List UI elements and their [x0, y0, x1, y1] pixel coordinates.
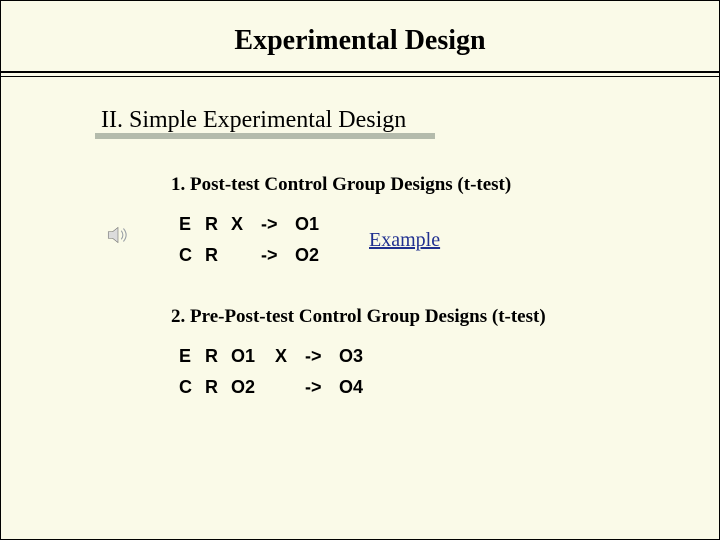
item-1: 1. Post-test Control Group Designs (t-te… — [171, 174, 679, 266]
notation-row: E R X -> O1 — [179, 214, 339, 235]
section-heading: II. Simple Experimental Design — [101, 107, 679, 134]
arrow-icon: -> — [261, 214, 295, 235]
tok-out: O2 — [295, 245, 339, 266]
arrow-icon: -> — [305, 346, 339, 367]
arrow-icon: -> — [305, 377, 339, 398]
tok-r: R — [205, 214, 231, 235]
notation-row: C R O2 -> O4 — [179, 377, 383, 398]
title-underline — [1, 71, 719, 77]
tok-r: R — [205, 346, 231, 367]
tok-group: E — [179, 346, 205, 367]
tok-group: E — [179, 214, 205, 235]
tok-group: C — [179, 377, 205, 398]
tok-x: X — [231, 214, 261, 235]
tok-group: C — [179, 245, 205, 266]
notation-row: C R -> O2 — [179, 245, 339, 266]
tok-x: X — [275, 346, 305, 367]
tok-out: O1 — [295, 214, 339, 235]
slide-title: Experimental Design — [41, 25, 679, 57]
tok-out: O4 — [339, 377, 383, 398]
item-1-notation: E R X -> O1 C R -> O2 Example — [171, 214, 679, 266]
arrow-icon: -> — [261, 245, 295, 266]
slide: Experimental Design II. Simple Experimen… — [0, 0, 720, 540]
tok-out: O3 — [339, 346, 383, 367]
tok-r: R — [205, 377, 231, 398]
item-2-notation: E R O1 X -> O3 C R O2 -> O4 — [179, 346, 679, 398]
tok-pre: O1 — [231, 346, 275, 367]
tok-pre: O2 — [231, 377, 275, 398]
item-1-heading: 1. Post-test Control Group Designs (t-te… — [171, 174, 679, 196]
notation-row: E R O1 X -> O3 — [179, 346, 383, 367]
tok-r: R — [205, 245, 231, 266]
example-link[interactable]: Example — [369, 229, 440, 252]
item-2: 2. Pre-Post-test Control Group Designs (… — [171, 306, 679, 398]
speaker-icon[interactable] — [105, 222, 133, 253]
item-2-heading: 2. Pre-Post-test Control Group Designs (… — [171, 306, 679, 328]
